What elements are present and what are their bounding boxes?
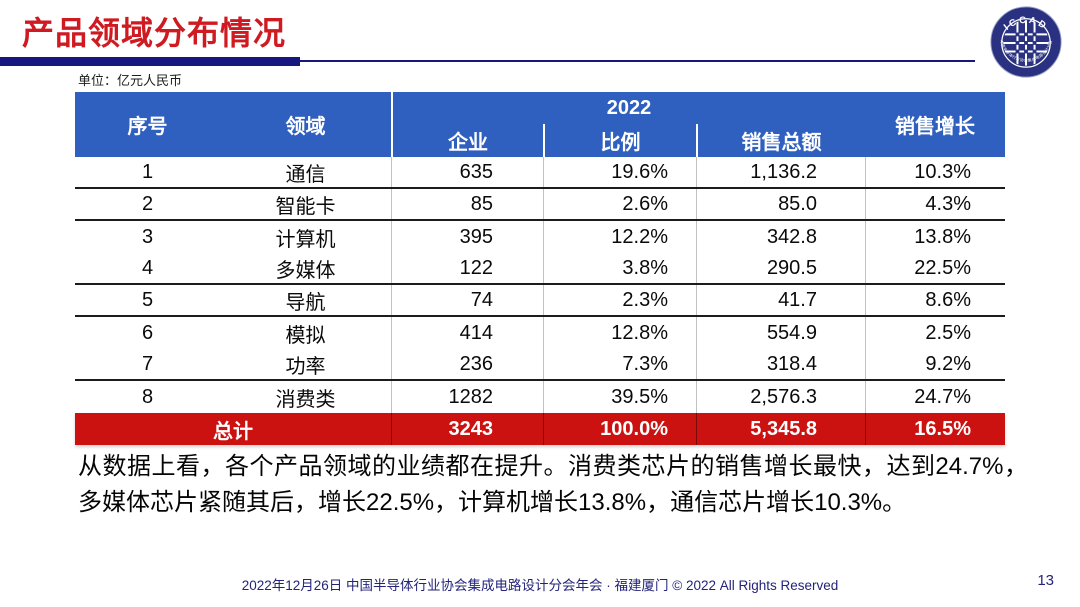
total-growth: 16.5% (865, 413, 1005, 445)
page-title: 产品领域分布情况 (22, 15, 287, 51)
cell-ratio: 12.2% (543, 221, 696, 253)
cell-sales: 290.5 (696, 253, 865, 283)
cell-seq: 8 (141, 385, 154, 408)
table-body: 1 通信 635 19.6% 1,136.2 10.3% 2 智能卡 85 2.… (75, 157, 1005, 413)
cell-seq: 2 (141, 192, 154, 215)
cell-ratio: 2.6% (543, 189, 696, 219)
summary-paragraph: 从数据上看，各个产品领域的业绩都在提升。消费类芯片的销售增长最快，达到24.7%… (78, 453, 1028, 516)
cell-domain: 计算机 (275, 228, 336, 251)
table-total-row: 总计 3243 100.0% 5,345.8 16.5% (75, 413, 1005, 445)
table-row: 4 多媒体 122 3.8% 290.5 22.5% (75, 253, 1005, 285)
cell-sales: 1,136.2 (696, 157, 865, 187)
cell-companies: 1282 (391, 381, 543, 413)
cell-domain: 通信 (285, 163, 326, 186)
cell-ratio: 2.3% (543, 285, 696, 315)
title-underline-thick (0, 57, 300, 66)
table-row: 3 计算机 395 12.2% 342.8 13.8% (75, 221, 1005, 253)
cell-companies: 122 (391, 253, 543, 283)
page-number: 13 (1037, 572, 1054, 589)
header-year-2022: 2022 (391, 92, 865, 124)
cell-domain: 智能卡 (275, 195, 336, 218)
cell-ratio: 19.6% (543, 157, 696, 187)
unit-label: 单位：亿元人民币 (78, 73, 183, 88)
cell-growth: 2.5% (865, 317, 1005, 349)
table-row: 7 功率 236 7.3% 318.4 9.2% (75, 349, 1005, 381)
table-row: 1 通信 635 19.6% 1,136.2 10.3% (75, 157, 1005, 189)
cell-seq: 7 (141, 352, 154, 375)
cell-domain: 导航 (285, 291, 326, 314)
total-sales: 5,345.8 (696, 413, 865, 445)
cell-growth: 8.6% (865, 285, 1005, 315)
iccad-logo: ICCAD 中国半导体行业协会集成电路设计分会 (988, 4, 1064, 80)
cell-companies: 85 (391, 189, 543, 219)
total-companies: 3243 (391, 413, 543, 445)
table-row: 2 智能卡 85 2.6% 85.0 4.3% (75, 189, 1005, 221)
cell-growth: 10.3% (865, 157, 1005, 187)
cell-sales: 41.7 (696, 285, 865, 315)
cell-seq: 6 (141, 321, 154, 344)
cell-domain: 模拟 (285, 324, 326, 347)
cell-seq: 3 (141, 225, 154, 248)
cell-ratio: 3.8% (543, 253, 696, 283)
cell-companies: 414 (391, 317, 543, 349)
cell-growth: 4.3% (865, 189, 1005, 219)
cell-companies: 635 (391, 157, 543, 187)
total-ratio: 100.0% (543, 413, 696, 445)
cell-growth: 9.2% (865, 349, 1005, 379)
cell-companies: 236 (391, 349, 543, 379)
header-seq: 序号 (127, 116, 168, 138)
cell-domain: 多媒体 (275, 259, 336, 282)
cell-domain: 功率 (285, 355, 326, 378)
cell-companies: 74 (391, 285, 543, 315)
header-ratio: 比例 (543, 124, 696, 157)
cell-sales: 2,576.3 (696, 381, 865, 413)
cell-seq: 1 (141, 160, 154, 183)
cell-ratio: 12.8% (543, 317, 696, 349)
table-header: 序号 领域 2022 企业 比例 销售总额 销售增长 (75, 92, 1005, 157)
header-companies: 企业 (391, 124, 543, 157)
footer-text: 2022年12月26日 中国半导体行业协会集成电路设计分会年会 · 福建厦门 ©… (241, 578, 839, 593)
cell-domain: 消费类 (275, 388, 336, 411)
total-label: 总计 (213, 420, 253, 443)
cell-seq: 4 (141, 256, 154, 279)
cell-seq: 5 (141, 288, 154, 311)
product-domain-table: 序号 领域 2022 企业 比例 销售总额 销售增长 1 通信 635 19.6… (75, 92, 1005, 445)
cell-growth: 22.5% (865, 253, 1005, 283)
iccad-logo-icon: ICCAD 中国半导体行业协会集成电路设计分会 (990, 6, 1062, 78)
cell-sales: 342.8 (696, 221, 865, 253)
header-domain: 领域 (285, 116, 326, 138)
header-sales-total: 销售总额 (696, 124, 865, 157)
cell-sales: 85.0 (696, 189, 865, 219)
cell-growth: 13.8% (865, 221, 1005, 253)
cell-ratio: 7.3% (543, 349, 696, 379)
header-sales-growth: 销售增长 (895, 116, 975, 138)
table-row: 6 模拟 414 12.8% 554.9 2.5% (75, 317, 1005, 349)
cell-sales: 318.4 (696, 349, 865, 379)
cell-growth: 24.7% (865, 381, 1005, 413)
table-row: 8 消费类 1282 39.5% 2,576.3 24.7% (75, 381, 1005, 413)
title-underline-thin (300, 60, 975, 62)
table-row: 5 导航 74 2.3% 41.7 8.6% (75, 285, 1005, 317)
cell-companies: 395 (391, 221, 543, 253)
cell-sales: 554.9 (696, 317, 865, 349)
cell-ratio: 39.5% (543, 381, 696, 413)
